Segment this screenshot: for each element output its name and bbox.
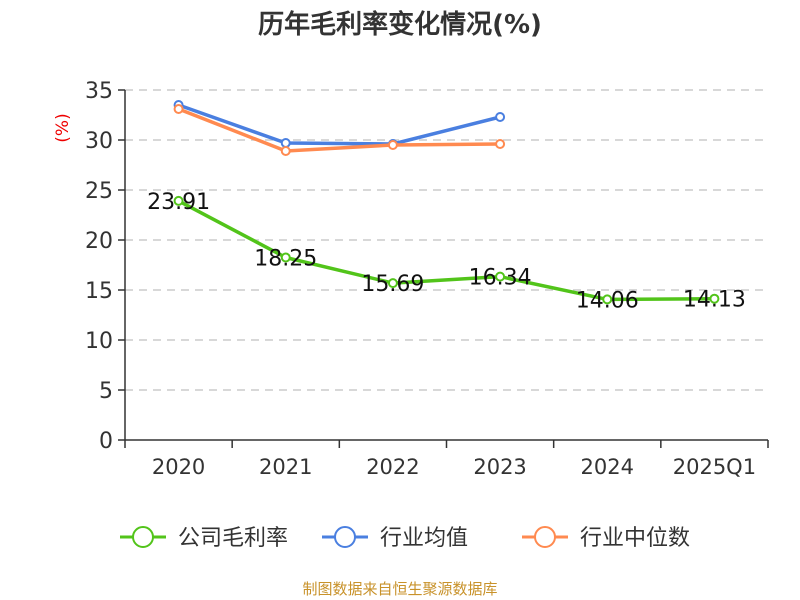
y-tick-label: 5 bbox=[99, 379, 113, 404]
y-axis-label: (%) bbox=[53, 113, 73, 142]
y-tick-label: 10 bbox=[85, 329, 113, 354]
y-tick-label: 25 bbox=[85, 179, 113, 204]
data-label: 16.34 bbox=[469, 266, 532, 291]
x-tick-label: 2025Q1 bbox=[673, 455, 756, 479]
y-tick-label: 20 bbox=[85, 229, 113, 254]
series-line-2 bbox=[177, 107, 501, 153]
legend-label: 行业均值 bbox=[380, 526, 468, 551]
data-point bbox=[495, 271, 506, 282]
legend-marker bbox=[534, 526, 556, 548]
legend-marker bbox=[334, 526, 356, 548]
data-point bbox=[173, 104, 184, 114]
data-point bbox=[280, 252, 291, 263]
series-line-1 bbox=[177, 103, 501, 146]
x-tick-label: 2022 bbox=[366, 455, 419, 479]
data-label: 14.13 bbox=[683, 288, 746, 313]
x-tick-label: 2024 bbox=[581, 455, 634, 479]
data-label: 14.06 bbox=[576, 288, 639, 313]
legend-label: 公司毛利率 bbox=[178, 526, 288, 551]
legend-label: 行业中位数 bbox=[580, 526, 690, 551]
x-tick-label: 2021 bbox=[259, 455, 312, 479]
source-note: 制图数据来自恒生聚源数据库 bbox=[302, 580, 498, 598]
y-tick-label: 35 bbox=[85, 79, 113, 104]
data-point bbox=[387, 278, 398, 289]
x-tick-label: 2020 bbox=[152, 455, 205, 479]
data-point bbox=[173, 195, 184, 206]
y-tick-label: 0 bbox=[99, 429, 113, 454]
data-label: 23.91 bbox=[147, 190, 210, 215]
x-tick-label: 2023 bbox=[473, 455, 526, 479]
data-point bbox=[495, 112, 506, 122]
data-label: 18.25 bbox=[254, 247, 317, 272]
data-label: 15.69 bbox=[361, 272, 424, 297]
y-tick-label: 15 bbox=[85, 279, 113, 304]
data-point bbox=[280, 146, 291, 156]
data-point bbox=[280, 138, 291, 148]
data-point bbox=[709, 293, 720, 304]
series-line-0 bbox=[177, 199, 715, 302]
data-point bbox=[602, 294, 613, 305]
chart-title: 历年毛利率变化情况(%) bbox=[258, 10, 542, 40]
legend-marker bbox=[132, 526, 154, 548]
data-point bbox=[387, 140, 398, 150]
y-tick-label: 30 bbox=[85, 129, 113, 154]
data-point bbox=[495, 139, 506, 149]
